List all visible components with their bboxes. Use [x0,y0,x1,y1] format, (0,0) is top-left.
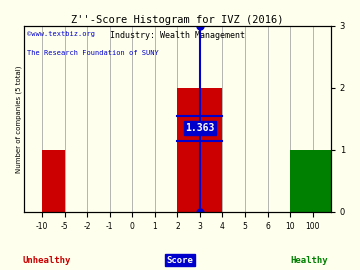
Bar [42,150,65,212]
Title: Z''-Score Histogram for IVZ (2016): Z''-Score Histogram for IVZ (2016) [71,15,284,25]
Bar [177,88,222,212]
Text: Industry: Wealth Management: Industry: Wealth Management [110,31,245,40]
Text: The Research Foundation of SUNY: The Research Foundation of SUNY [27,50,159,56]
Text: ©www.textbiz.org: ©www.textbiz.org [27,31,95,37]
Bar [312,150,335,212]
Text: 1.363: 1.363 [185,123,215,133]
Bar [290,150,312,212]
Text: Healthy: Healthy [291,256,328,265]
Text: Unhealthy: Unhealthy [23,256,71,265]
Text: Score: Score [167,256,193,265]
Y-axis label: Number of companies (5 total): Number of companies (5 total) [15,65,22,173]
